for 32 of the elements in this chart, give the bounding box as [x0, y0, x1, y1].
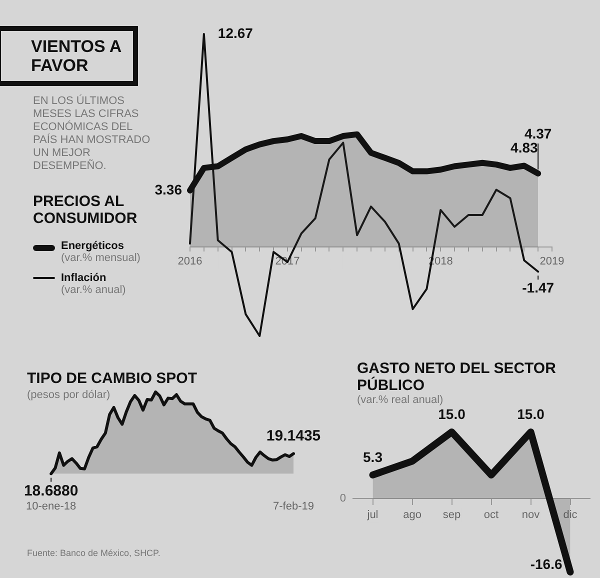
- chart-subtitle: (var.% real anual): [357, 394, 444, 406]
- data-label: 4.83: [510, 140, 538, 156]
- chart-title: GASTO NETO DEL SECTOR PÚBLICO: [357, 360, 557, 394]
- data-label: 4.37: [524, 125, 552, 142]
- data-label: 19.1435: [266, 427, 321, 444]
- x-tick-label: oct: [484, 509, 499, 522]
- x-tick-label: ago: [403, 509, 422, 522]
- annotation: Fuente: Banco de México, SHCP.: [27, 548, 160, 558]
- data-label: 3.36: [154, 181, 182, 198]
- text: EN LOS ÚLTIMOS MESES LAS CIFRAS ECONÓMICAS DEL PAÍS HAN MOSTRADO UN MEJOR DESEMPEÑO.: [33, 95, 152, 173]
- data-label: 18.6880: [24, 482, 78, 500]
- x-tick-label: 2019: [540, 256, 564, 268]
- text: 0: [340, 492, 346, 504]
- x-tick-label: sep: [442, 509, 461, 522]
- data-label: -1.47: [522, 279, 554, 296]
- x-tick-label: nov: [522, 509, 540, 522]
- data-label: -16.6: [530, 556, 562, 572]
- text: PRECIOS AL CONSUMIDOR: [33, 193, 138, 227]
- data-label: 15.0: [438, 406, 466, 422]
- data-label: 5.3: [363, 448, 383, 465]
- legend-label: Inflación (var.% anual): [61, 272, 126, 296]
- chart-title: TIPO DE CAMBIO SPOT: [27, 370, 198, 387]
- data-label: 15.0: [517, 406, 545, 422]
- data-label: 12.67: [218, 24, 254, 41]
- text: VIENTOS A FAVOR: [0, 26, 138, 86]
- x-tick-label: dic: [563, 509, 578, 522]
- x-tick-label: 2016: [178, 256, 202, 268]
- x-tick-label: 10-ene-18: [26, 500, 76, 512]
- legend-label: Energéticos (var.% mensual): [61, 240, 140, 264]
- chart-subtitle: (pesos por dólar): [27, 389, 110, 401]
- x-tick-label: 7-feb-19: [273, 500, 314, 512]
- x-tick-label: jul: [366, 509, 378, 522]
